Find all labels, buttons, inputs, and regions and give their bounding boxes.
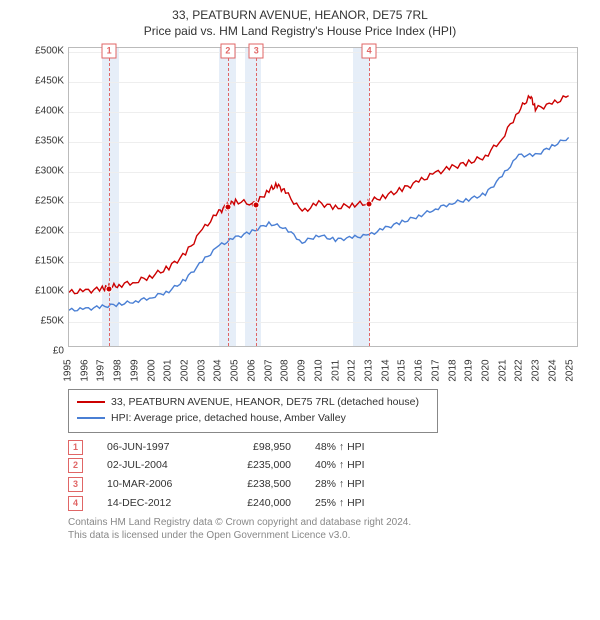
y-axis-label: £150K bbox=[24, 256, 64, 267]
tx-date: 10-MAR-2006 bbox=[107, 476, 197, 493]
x-axis-label: 2019 bbox=[464, 360, 475, 382]
x-axis-label: 2016 bbox=[414, 360, 425, 382]
footer-line1: Contains HM Land Registry data © Crown c… bbox=[68, 516, 578, 529]
price-chart: £0 £50K £100K £150K £200K £250K £300K £350K £400… bbox=[24, 43, 584, 383]
transaction-row: 2 02-JUL-2004 £235,000 40% ↑ HPI bbox=[68, 457, 578, 474]
x-axis-label: 2007 bbox=[263, 360, 274, 382]
x-axis-label: 1997 bbox=[96, 360, 107, 382]
x-axis-label: 2009 bbox=[297, 360, 308, 382]
x-axis-label: 2022 bbox=[514, 360, 525, 382]
transaction-marker: 4 bbox=[362, 44, 377, 59]
transaction-vline bbox=[109, 48, 110, 346]
y-axis-label: £300K bbox=[24, 166, 64, 177]
transaction-vline bbox=[369, 48, 370, 346]
x-axis-label: 2004 bbox=[213, 360, 224, 382]
tx-number: 2 bbox=[68, 458, 83, 473]
y-axis-label: £350K bbox=[24, 136, 64, 147]
tx-date: 06-JUN-1997 bbox=[107, 439, 197, 456]
transaction-marker: 2 bbox=[220, 44, 235, 59]
legend-swatch-hpi bbox=[77, 417, 105, 419]
y-axis-label: £400K bbox=[24, 106, 64, 117]
x-axis-label: 2013 bbox=[363, 360, 374, 382]
legend-label-hpi: HPI: Average price, detached house, Ambe… bbox=[111, 412, 346, 424]
x-axis-label: 1999 bbox=[129, 360, 140, 382]
y-axis-label: £0 bbox=[24, 346, 64, 357]
x-axis-label: 2020 bbox=[481, 360, 492, 382]
transaction-vline bbox=[228, 48, 229, 346]
chart-lines bbox=[69, 48, 577, 346]
x-axis-label: 2011 bbox=[330, 360, 341, 382]
x-axis-label: 2021 bbox=[497, 360, 508, 382]
transaction-row: 4 14-DEC-2012 £240,000 25% ↑ HPI bbox=[68, 495, 578, 512]
tx-price: £235,000 bbox=[221, 457, 291, 474]
y-axis-label: £200K bbox=[24, 226, 64, 237]
x-axis-label: 2018 bbox=[447, 360, 458, 382]
x-axis-label: 2008 bbox=[280, 360, 291, 382]
x-axis-label: 2014 bbox=[380, 360, 391, 382]
x-axis-label: 2012 bbox=[347, 360, 358, 382]
x-axis-label: 2000 bbox=[146, 360, 157, 382]
transaction-vline bbox=[256, 48, 257, 346]
tx-pct: 48% ↑ HPI bbox=[315, 439, 435, 456]
x-axis-label: 2010 bbox=[313, 360, 324, 382]
x-axis-label: 1998 bbox=[113, 360, 124, 382]
title-line1: 33, PEATBURN AVENUE, HEANOR, DE75 7RL bbox=[12, 8, 588, 24]
transaction-dot bbox=[366, 201, 373, 208]
x-axis-label: 2002 bbox=[180, 360, 191, 382]
footer-line2: This data is licensed under the Open Gov… bbox=[68, 529, 578, 542]
title-line2: Price paid vs. HM Land Registry's House … bbox=[12, 24, 588, 40]
x-axis-label: 2025 bbox=[564, 360, 575, 382]
x-axis-label: 2017 bbox=[430, 360, 441, 382]
tx-number: 3 bbox=[68, 477, 83, 492]
y-axis-label: £100K bbox=[24, 286, 64, 297]
legend: 33, PEATBURN AVENUE, HEANOR, DE75 7RL (d… bbox=[68, 389, 438, 433]
x-axis-label: 1996 bbox=[79, 360, 90, 382]
tx-pct: 40% ↑ HPI bbox=[315, 457, 435, 474]
x-axis-label: 1995 bbox=[63, 360, 74, 382]
transaction-marker: 3 bbox=[249, 44, 264, 59]
transaction-marker: 1 bbox=[102, 44, 117, 59]
y-axis-label: £50K bbox=[24, 316, 64, 327]
tx-number: 4 bbox=[68, 496, 83, 511]
tx-date: 14-DEC-2012 bbox=[107, 495, 197, 512]
tx-price: £238,500 bbox=[221, 476, 291, 493]
y-axis-label: £250K bbox=[24, 196, 64, 207]
x-axis-label: 2015 bbox=[397, 360, 408, 382]
x-axis-label: 2024 bbox=[547, 360, 558, 382]
x-axis-label: 2001 bbox=[163, 360, 174, 382]
transaction-dot bbox=[224, 204, 231, 211]
x-axis-label: 2006 bbox=[246, 360, 257, 382]
chart-title: 33, PEATBURN AVENUE, HEANOR, DE75 7RL Pr… bbox=[12, 8, 588, 39]
legend-label-property: 33, PEATBURN AVENUE, HEANOR, DE75 7RL (d… bbox=[111, 396, 419, 408]
y-axis-label: £450K bbox=[24, 76, 64, 87]
y-axis-label: £500K bbox=[24, 46, 64, 57]
x-axis-label: 2003 bbox=[196, 360, 207, 382]
footer-attribution: Contains HM Land Registry data © Crown c… bbox=[68, 516, 578, 542]
tx-price: £98,950 bbox=[221, 439, 291, 456]
transaction-dot bbox=[106, 285, 113, 292]
transaction-row: 1 06-JUN-1997 £98,950 48% ↑ HPI bbox=[68, 439, 578, 456]
tx-pct: 28% ↑ HPI bbox=[315, 476, 435, 493]
x-axis-label: 2005 bbox=[230, 360, 241, 382]
tx-number: 1 bbox=[68, 440, 83, 455]
x-axis-label: 2023 bbox=[531, 360, 542, 382]
tx-pct: 25% ↑ HPI bbox=[315, 495, 435, 512]
tx-date: 02-JUL-2004 bbox=[107, 457, 197, 474]
transaction-dot bbox=[253, 202, 260, 209]
plot-area: 1 23 4 bbox=[68, 47, 578, 347]
tx-price: £240,000 bbox=[221, 495, 291, 512]
transaction-row: 3 10-MAR-2006 £238,500 28% ↑ HPI bbox=[68, 476, 578, 493]
transactions-table: 1 06-JUN-1997 £98,950 48% ↑ HPI 2 02-JUL-2004… bbox=[68, 439, 578, 512]
legend-swatch-property bbox=[77, 401, 105, 403]
